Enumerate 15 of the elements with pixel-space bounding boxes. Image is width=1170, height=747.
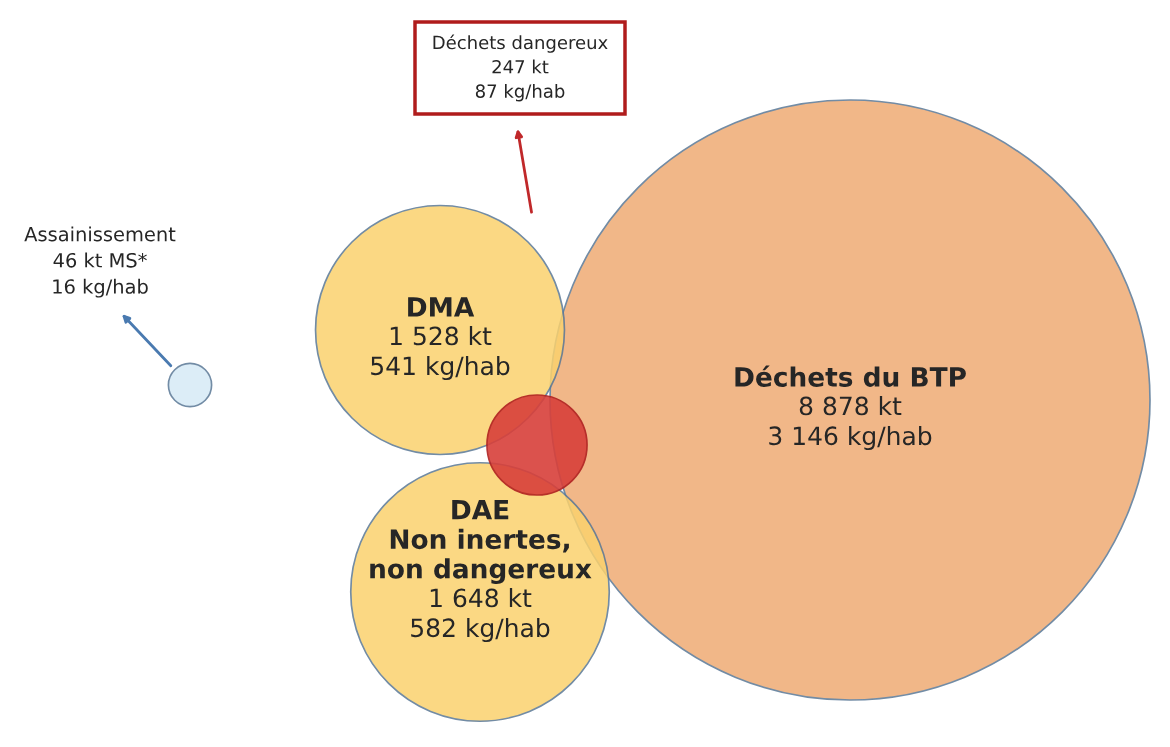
data-label: 87 kg/hab	[475, 83, 565, 102]
category-label: Déchets dangereux	[433, 34, 608, 53]
data-label: 3 146 kg/hab	[769, 425, 932, 451]
data-label: 8 878 kt	[799, 396, 902, 416]
data-label: 582 kg/hab	[411, 617, 550, 643]
category-label: Assainissement	[24, 226, 176, 242]
category-label: DMA	[408, 297, 475, 317]
data-label: 16 kg/hab	[53, 278, 148, 298]
data-label: 46 kt MS*	[53, 252, 147, 268]
category-label: DAE Non inertes, non dangereux	[370, 499, 592, 584]
data-label: 541 kg/hab	[371, 355, 510, 381]
data-label: 1 648 kt	[430, 588, 532, 608]
data-label: 1 528 kt	[390, 326, 492, 346]
data-label: 247 kt	[492, 59, 549, 74]
category-label: Déchets du BTP	[735, 365, 966, 387]
